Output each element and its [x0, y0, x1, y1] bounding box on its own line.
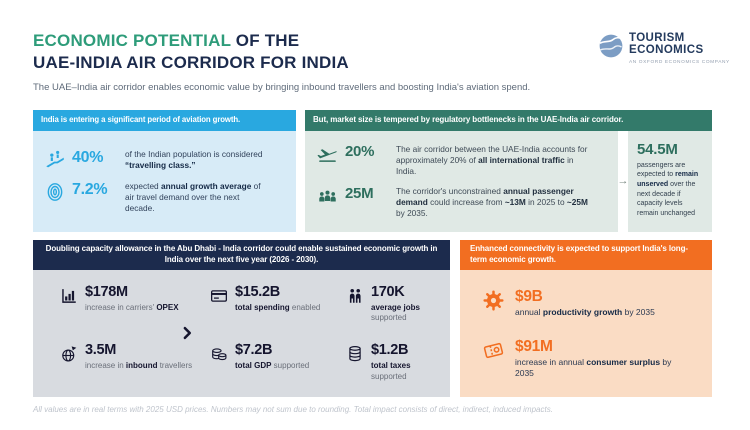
stat-description: increase in inbound travellers	[85, 361, 193, 371]
stat-carriers-opex: $178M increase in carriers' OPEX	[60, 283, 210, 324]
stat-value: 170K	[371, 283, 405, 300]
panel-capacity-growth-body: $178M increase in carriers' OPEX $15.2B …	[33, 269, 450, 397]
stat-value: $15.2B	[235, 283, 280, 300]
stat-description: average jobs supported	[371, 302, 420, 322]
panel-capacity-growth: Doubling capacity allowance in the Abu D…	[33, 240, 450, 397]
page-subtitle: The UAE–India air corridor enables econo…	[33, 82, 531, 93]
logo-text: TOURISM ECONOMICS AN OXFORD ECONOMICS CO…	[629, 32, 730, 65]
stat-productivity-growth: $9B annual productivity growth by 2035	[482, 288, 690, 318]
unserved-passengers-highlight: 54.5M passengers are expected to remain …	[628, 130, 712, 232]
stat-value: 7.2%	[72, 181, 108, 199]
coins-icon	[212, 348, 227, 361]
panel-connectivity: Enhanced connectivity is expected to sup…	[460, 240, 712, 397]
stat-description: The corridor's unconstrained annual pass…	[396, 186, 588, 218]
footnote: All values are in real terms with 2025 U…	[33, 405, 553, 414]
stat-travelling-class: 40% of the Indian population is consider…	[45, 149, 284, 171]
tourism-economics-logo: TOURISM ECONOMICS AN OXFORD ECONOMICS CO…	[598, 32, 730, 65]
stat-average-jobs: 170K average jobs supported	[346, 283, 440, 324]
panel-capacity-growth-header: Doubling capacity allowance in the Abu D…	[33, 240, 450, 270]
stat-description: annual productivity growth by 2035	[515, 306, 655, 317]
jobs-people-icon	[349, 288, 361, 303]
stat-description: increase in annual consumer surplus by 2…	[515, 356, 672, 378]
title-line-2: UAE-INDIA AIR CORRIDOR FOR INDIA	[33, 53, 349, 73]
title-highlight: ECONOMIC POTENTIAL	[33, 31, 231, 50]
globe-plane-icon	[62, 346, 77, 362]
stat-value: $1.2B	[371, 342, 409, 359]
stat-annual-growth: 7.2% expected annual growth average of a…	[45, 181, 284, 213]
highlight-description: passengers are expected to remain unserv…	[637, 161, 699, 218]
panel-connectivity-body: $9B annual productivity growth by 2035 $…	[460, 269, 712, 397]
panel-market-size-header: But, market size is tempered by regulato…	[305, 110, 712, 131]
globe-icon	[599, 34, 623, 58]
stat-description: of the Indian population is considered “…	[125, 148, 263, 170]
stat-value: 20%	[345, 143, 375, 161]
panel-aviation-growth: India is entering a significant period o…	[33, 110, 296, 232]
stat-inbound-travellers: 3.5M increase in inbound travellers	[60, 342, 210, 382]
stat-international-traffic: 20% The air corridor between the UAE-Ind…	[317, 144, 606, 176]
credit-card-icon	[211, 289, 227, 302]
airplane-takeoff-icon	[317, 149, 337, 162]
page-title: ECONOMIC POTENTIAL OF THE UAE-INDIA AIR …	[33, 30, 349, 75]
panel-aviation-growth-body: 40% of the Indian population is consider…	[33, 130, 296, 232]
panel-market-size-body: 20% The air corridor between the UAE-Ind…	[305, 130, 712, 232]
stat-value: 25M	[345, 185, 374, 203]
stat-value: $9B	[515, 287, 543, 305]
stat-passenger-demand: 25M The corridor's unconstrained annual …	[317, 186, 606, 218]
coin-stack-icon	[349, 346, 361, 362]
stat-total-taxes: $1.2B total taxes supported	[346, 342, 440, 382]
highlight-value: 54.5M	[637, 140, 678, 158]
stat-total-gdp: $7.2B total GDP supported	[210, 342, 346, 382]
stat-description: The air corridor between the UAE-India a…	[396, 144, 588, 176]
stat-description: increase in carriers' OPEX	[85, 302, 179, 312]
fingerprint-growth-icon	[47, 183, 63, 202]
gear-icon	[483, 290, 504, 311]
stat-total-spending: $15.2B total spending enabled	[210, 283, 346, 324]
stat-value: 3.5M	[85, 342, 117, 359]
ticket-icon	[483, 342, 504, 358]
stat-value: $178M	[85, 283, 128, 300]
stat-consumer-surplus: $91M increase in annual consumer surplus…	[482, 338, 690, 379]
escalator-travellers-icon	[46, 150, 64, 168]
stat-description: expected annual growth average of air tr…	[125, 181, 261, 213]
logo-tagline: AN OXFORD ECONOMICS COMPANY	[629, 59, 730, 65]
bar-chart-icon	[62, 288, 76, 303]
panel-aviation-growth-header: India is entering a significant period o…	[33, 110, 296, 131]
market-size-stats: 20% The air corridor between the UAE-Ind…	[305, 130, 618, 232]
panel-market-size: But, market size is tempered by regulato…	[305, 110, 712, 232]
stat-value: $91M	[515, 337, 553, 355]
stat-description: total GDP supported	[235, 361, 310, 371]
panel-connectivity-header: Enhanced connectivity is expected to sup…	[460, 240, 712, 270]
stat-description: total spending enabled	[235, 302, 321, 312]
logo-name: TOURISM ECONOMICS	[629, 32, 704, 56]
title-line-1: ECONOMIC POTENTIAL OF THE	[33, 31, 300, 50]
stat-value: 40%	[72, 148, 104, 166]
chevron-right-icon	[183, 327, 192, 340]
stat-description: total taxes supported	[371, 361, 411, 381]
crowd-icon	[319, 190, 336, 202]
stat-value: $7.2B	[235, 342, 273, 359]
arrow-right-icon: →	[617, 175, 629, 188]
